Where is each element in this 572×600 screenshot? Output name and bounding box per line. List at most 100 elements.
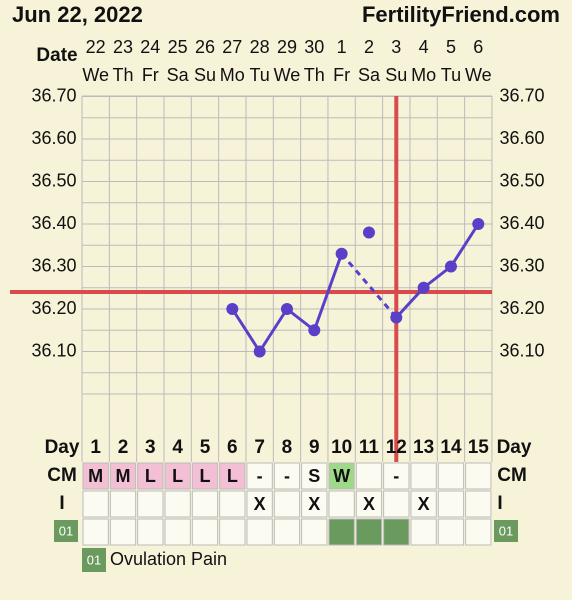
- cycle-day: 12: [386, 437, 407, 458]
- temp-line: [449, 223, 480, 268]
- intercourse-cell: [383, 490, 410, 518]
- brand-name[interactable]: FertilityFriend.com: [361, 2, 560, 27]
- symptom-cell: [301, 518, 328, 546]
- temp-point: [335, 247, 348, 260]
- cycle-day: 9: [309, 437, 320, 458]
- date-label: 24: [140, 37, 160, 57]
- cm-value: L: [172, 466, 183, 486]
- cm-value: M: [115, 466, 130, 486]
- intercourse-mark: X: [418, 494, 430, 514]
- temp-line: [258, 308, 289, 353]
- cycle-day: 4: [172, 437, 183, 458]
- symptom-cell: [328, 518, 355, 546]
- cycle-day: 2: [118, 437, 129, 458]
- temp-point: [226, 303, 239, 315]
- weekday-label: Th: [304, 65, 325, 85]
- temp-line-dashed: [340, 252, 398, 319]
- temp-line: [231, 308, 261, 353]
- cycle-day: 6: [227, 437, 238, 458]
- weekday-label: Su: [194, 65, 216, 85]
- date-label: 2: [364, 37, 374, 57]
- cm-value: -: [284, 466, 290, 486]
- date-label: 5: [446, 37, 456, 57]
- intercourse-cell: [164, 490, 191, 518]
- cm-cell: [410, 462, 437, 490]
- y-tick-left: 36.30: [31, 255, 76, 275]
- intercourse-cell: [328, 490, 355, 518]
- weekday-label: Tu: [249, 65, 269, 85]
- cm-cell: [301, 462, 328, 490]
- intercourse-mark: X: [254, 494, 266, 514]
- intercourse-cell: [109, 490, 137, 518]
- i-row-label-right: I: [497, 493, 502, 514]
- date-row-label: Date: [36, 45, 77, 66]
- legend-swatch: [82, 548, 106, 572]
- temp-point: [280, 303, 293, 315]
- chart-date: Jun 22, 2022: [12, 2, 143, 27]
- cm-cell: [328, 462, 355, 490]
- temp-point: [390, 311, 403, 324]
- temp-point: [444, 260, 457, 273]
- temp-point: [417, 281, 430, 294]
- weekday-label: Su: [385, 65, 407, 85]
- legend-code: 01: [87, 552, 101, 567]
- cycle-day: 14: [440, 437, 462, 458]
- cycle-day: 8: [282, 437, 293, 458]
- cm-value: L: [199, 466, 210, 486]
- temp-point: [362, 226, 375, 239]
- symptom-cell: [246, 518, 273, 546]
- y-tick-left: 36.60: [31, 128, 76, 148]
- y-tick-right: 36.10: [499, 340, 544, 360]
- cm-value: M: [88, 466, 103, 486]
- cm-value: L: [145, 466, 156, 486]
- temp-point: [253, 345, 266, 358]
- code-badge: [494, 520, 518, 542]
- intercourse-mark: X: [308, 494, 320, 514]
- intercourse-cell: [301, 490, 328, 518]
- weekday-label: Mo: [411, 65, 436, 85]
- plot-area: [82, 96, 492, 434]
- intercourse-mark: X: [363, 494, 375, 514]
- y-tick-right: 36.30: [499, 255, 544, 275]
- i-row-label-left: I: [59, 493, 64, 514]
- y-tick-right: 36.70: [499, 85, 544, 105]
- weekday-label: Fr: [142, 65, 159, 85]
- cm-value: S: [308, 466, 320, 486]
- cycle-day: 1: [90, 437, 101, 458]
- temp-point: [308, 324, 321, 337]
- date-label: 22: [86, 37, 106, 57]
- symptom-cell: [437, 518, 465, 546]
- intercourse-cell: [82, 490, 109, 518]
- symptom-cell: [82, 518, 109, 546]
- cm-cell: [164, 462, 191, 490]
- cm-cell: [465, 462, 492, 490]
- cycle-day: 10: [331, 437, 352, 458]
- symptom-cell: [109, 518, 137, 546]
- date-label: 28: [250, 37, 270, 57]
- symptom-cell: [219, 518, 246, 546]
- intercourse-cell: [437, 490, 465, 518]
- weekday-label: Sa: [358, 65, 381, 85]
- y-tick-left: 36.40: [31, 213, 76, 233]
- cycle-day: 3: [145, 437, 156, 458]
- date-label: 4: [419, 37, 429, 57]
- intercourse-cell: [137, 490, 164, 518]
- cm-cell: [355, 462, 383, 490]
- code-badge-text: 01: [499, 523, 513, 538]
- symptom-cell: [383, 518, 410, 546]
- symptom-cell: [164, 518, 191, 546]
- y-tick-left: 36.20: [31, 298, 76, 318]
- temp-line: [312, 253, 344, 331]
- date-label: 26: [195, 37, 215, 57]
- cm-cell: [273, 462, 301, 490]
- code-badge-text: 01: [59, 523, 73, 538]
- symptom-cell: [355, 518, 383, 546]
- symptom-cell: [273, 518, 301, 546]
- intercourse-cell: [246, 490, 273, 518]
- weekday-label: We: [465, 65, 492, 85]
- intercourse-cell: [273, 490, 301, 518]
- intercourse-cell: [410, 490, 437, 518]
- cm-cell: [191, 462, 219, 490]
- cm-cell: [137, 462, 164, 490]
